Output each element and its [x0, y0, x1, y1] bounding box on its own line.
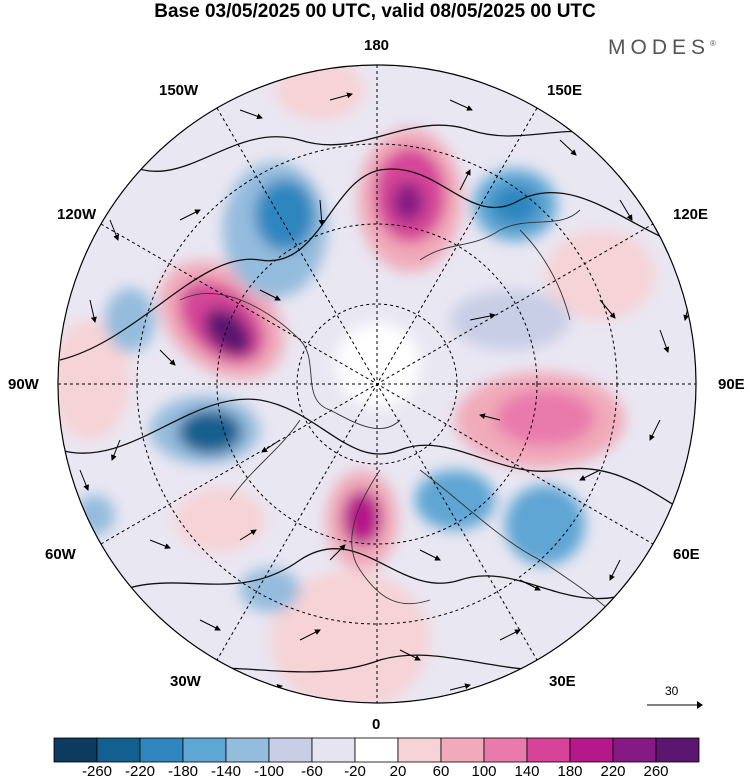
colorbar-tick-label: -20 — [344, 763, 366, 780]
colorbar-swatch — [655, 737, 700, 763]
colorbar-swatch — [612, 737, 657, 763]
lon-label-30w: 30W — [170, 673, 201, 690]
lon-label-120e: 120E — [673, 206, 709, 223]
colorbar-swatch — [139, 737, 184, 763]
logo-registered-mark: ® — [710, 39, 716, 48]
colorbar-swatch — [397, 737, 442, 763]
map-disc — [58, 65, 696, 703]
logo-text: MODES — [608, 36, 711, 59]
colorbar-tick-label: 100 — [471, 763, 497, 780]
colorbar-swatch — [225, 737, 270, 763]
colorbar-tick-label: -180 — [167, 763, 199, 780]
modes-logo: MODES® — [608, 36, 716, 60]
colorbar-swatch — [526, 737, 571, 763]
colorbar-swatch — [354, 737, 399, 763]
colorbar-swatch — [440, 737, 485, 763]
anomaly-field — [58, 65, 655, 703]
lon-label-90w: 90W — [8, 376, 39, 393]
colorbar-tick-label: 60 — [432, 763, 450, 780]
colorbar-tick-label: -60 — [301, 763, 323, 780]
colorbar-tick-label: -260 — [81, 763, 113, 780]
lon-label-60w: 60W — [45, 546, 76, 563]
colorbar-tick-label: 140 — [514, 763, 540, 780]
colorbar-tick-label: 180 — [557, 763, 583, 780]
map-border — [57, 64, 697, 704]
lon-label-0: 0 — [372, 716, 381, 733]
lon-label-90e: 90E — [718, 376, 745, 393]
lon-label-180: 180 — [364, 37, 390, 54]
lon-label-30e: 30E — [549, 673, 576, 690]
colorbar — [53, 737, 700, 763]
lon-label-150w: 150W — [159, 82, 199, 99]
lon-label-150e: 150E — [547, 82, 583, 99]
height-contours — [59, 124, 696, 681]
vector-scale-label: 30 — [665, 684, 679, 698]
colorbar-tick-label: 220 — [600, 763, 626, 780]
colorbar-swatch — [96, 737, 141, 763]
colorbar-swatch — [483, 737, 528, 763]
chart-title: Base 03/05/2025 00 UTC, valid 08/05/2025… — [154, 1, 596, 22]
colorbar-tick-label: 260 — [643, 763, 669, 780]
colorbar-tick-label: -100 — [253, 763, 285, 780]
lon-label-120w: 120W — [57, 206, 97, 223]
colorbar-tick-label: 20 — [389, 763, 407, 780]
colorbar-swatch — [569, 737, 614, 763]
colorbar-swatch — [53, 737, 98, 763]
lon-label-60e: 60E — [673, 546, 700, 563]
graticule — [58, 65, 696, 703]
colorbar-swatch — [182, 737, 227, 763]
colorbar-tick-label: -140 — [210, 763, 242, 780]
vector-scale-arrow — [647, 701, 703, 709]
colorbar-swatch — [268, 737, 313, 763]
coastlines — [179, 209, 621, 621]
colorbar-swatch — [311, 737, 356, 763]
colorbar-tick-label: -220 — [124, 763, 156, 780]
